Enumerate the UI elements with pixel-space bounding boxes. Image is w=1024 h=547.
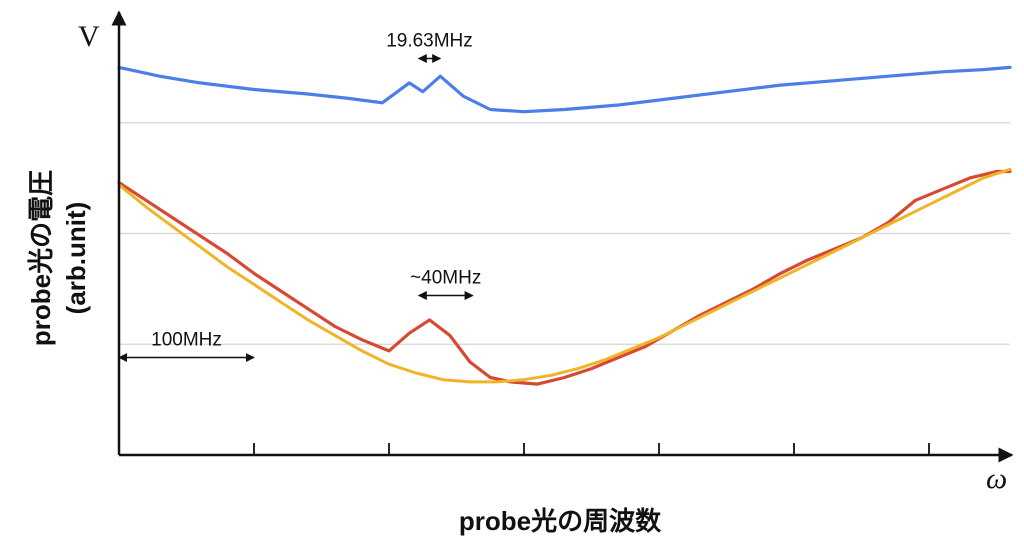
y-axis-title-line2: (arb.unit) [61,202,91,315]
fit-curve-line [117,167,1012,384]
linewidth-label: ~40MHz [410,268,481,289]
y-axis-title-line1: probe光の電圧 [26,170,56,346]
grid-lines [119,122,1010,345]
annotations: 19.63MHz ~40MHz 100MHz [118,31,481,363]
blue-signal-line [117,65,1012,114]
y-axis-symbol: V [78,20,100,53]
hyperfine-spacing-label: 19.63MHz [386,31,473,52]
scale-bar-label: 100MHz [151,330,222,351]
red-signal-line [117,169,1012,386]
x-axis-ticks [253,443,930,455]
x-axis-title: probe光の周波数 [459,506,662,536]
series-group [117,65,1012,386]
x-axis-symbol: ω [986,462,1007,495]
